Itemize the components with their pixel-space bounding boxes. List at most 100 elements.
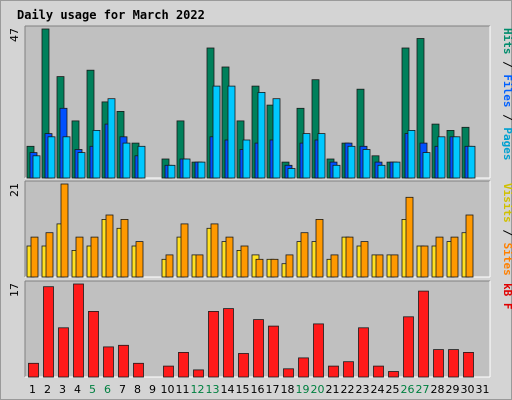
legend-separator: / (501, 223, 512, 243)
bar-sites-day-4 (75, 236, 84, 278)
legend-item: kB F (501, 283, 512, 310)
bar-sites-day-30 (465, 214, 474, 278)
x-tick-label-day-5: 5 (89, 383, 96, 396)
bar-pages-day-18 (287, 168, 296, 179)
bar-kb-f-day-6 (103, 346, 114, 378)
bar-sites-day-15 (240, 245, 249, 278)
x-tick-label-day-7: 7 (119, 383, 126, 396)
x-axis-labels: 1 2 3 4 5 6 7 8 9 10 11 12 13 14 15 16 17 18 19 20 21 22 23 24 2… (29, 383, 490, 396)
bar-kb-f-day-4 (73, 283, 84, 378)
panel-legend: kB F (501, 283, 512, 310)
x-tick-label-day-25: 25 (386, 383, 400, 396)
x-tick-label-day-1: 1 (29, 383, 36, 396)
bar-pages-day-17 (272, 98, 281, 179)
bar-kb-f-day-13 (208, 310, 219, 378)
bar-kb-f-day-7 (118, 344, 129, 378)
x-tick-label-day-16: 16 (251, 383, 265, 396)
bar-kb-f-day-3 (58, 327, 69, 378)
x-tick-label-day-9: 9 (149, 383, 156, 396)
bar-pages-day-24 (377, 164, 386, 179)
x-tick-label-day-20: 20 (311, 383, 325, 396)
bar-kb-f-day-18 (283, 368, 294, 378)
x-tick-label-day-18: 18 (281, 383, 295, 396)
bar-kb-f-day-15 (238, 353, 249, 378)
bar-pages-day-27 (422, 152, 431, 179)
bar-sites-day-16 (255, 258, 264, 278)
bar-sites-day-3 (60, 183, 69, 278)
bar-sites-day-10 (165, 254, 174, 278)
bar-sites-day-18 (285, 254, 294, 278)
x-tick-label-day-10: 10 (161, 383, 175, 396)
bar-sites-day-25 (390, 254, 399, 278)
bar-sites-day-24 (375, 254, 384, 278)
bar-pages-day-2 (47, 136, 56, 179)
bar-sites-day-22 (345, 236, 354, 278)
bar-kb-f-day-20 (313, 323, 324, 378)
bar-sites-day-7 (120, 218, 129, 278)
bar-kb-f-day-19 (298, 357, 309, 378)
x-tick-label-day-22: 22 (341, 383, 355, 396)
panel-max-label: 21 (8, 183, 21, 197)
bar-pages-day-15 (242, 139, 251, 179)
legend-separator: / (501, 108, 512, 128)
bar-pages-day-14 (227, 85, 236, 179)
x-tick-label-day-13: 13 (206, 383, 220, 396)
bar-sites-day-1 (30, 236, 39, 278)
bar-kb-f-day-29 (448, 349, 459, 378)
bar-pages-day-13 (212, 85, 221, 179)
x-tick-label-day-24: 24 (371, 383, 385, 396)
bar-pages-day-10 (167, 164, 176, 179)
x-tick-label-day-12: 12 (191, 383, 205, 396)
x-tick-label-day-31: 31 (476, 383, 490, 396)
bar-pages-day-30 (467, 145, 476, 179)
x-tick-label-day-8: 8 (134, 383, 141, 396)
bar-pages-day-7 (122, 142, 131, 179)
x-tick-label-day-15: 15 (236, 383, 250, 396)
bar-sites-day-8 (135, 241, 144, 278)
x-tick-label-day-27: 27 (416, 383, 430, 396)
bar-kb-f-day-23 (358, 327, 369, 378)
panel-2: 17 kB F (8, 280, 512, 378)
bar-kb-f-day-16 (253, 319, 264, 378)
x-tick-label-day-2: 2 (44, 383, 51, 396)
bar-pages-day-3 (62, 136, 71, 179)
x-tick-label-day-21: 21 (326, 383, 340, 396)
bar-kb-f-day-1 (28, 362, 39, 378)
bar-kb-f-day-21 (328, 365, 339, 378)
legend-item: Pages (501, 127, 512, 160)
legend-item: Files (501, 74, 512, 107)
bar-sites-day-12 (195, 254, 204, 278)
bar-kb-f-day-2 (43, 286, 54, 378)
bar-kb-f-day-10 (163, 365, 174, 378)
bar-pages-day-23 (362, 149, 371, 179)
bar-pages-day-1 (32, 155, 41, 179)
bar-sites-day-19 (300, 232, 309, 278)
bar-pages-day-11 (182, 158, 191, 179)
x-tick-label-day-29: 29 (446, 383, 460, 396)
bar-sites-day-28 (435, 236, 444, 278)
bar-pages-day-26 (407, 129, 416, 179)
bar-pages-day-4 (77, 152, 86, 179)
x-tick-label-day-6: 6 (104, 383, 111, 396)
panel-0: 47 Hits / Files / Pages (8, 25, 512, 179)
bar-sites-day-11 (180, 223, 189, 278)
bar-kb-f-day-5 (88, 310, 99, 378)
bar-pages-day-8 (137, 145, 146, 179)
bar-kb-f-day-30 (463, 351, 474, 378)
bar-sites-day-21 (330, 254, 339, 278)
x-tick-label-day-28: 28 (431, 383, 445, 396)
x-tick-label-day-14: 14 (221, 383, 235, 396)
bar-sites-day-13 (210, 223, 219, 278)
bar-pages-day-5 (92, 129, 101, 179)
chart-panels: 47 Hits / Files / Pages 21 Visits / Sites 17… (8, 25, 512, 378)
x-tick-label-day-30: 30 (461, 383, 475, 396)
bar-sites-day-29 (450, 236, 459, 278)
bar-pages-day-16 (257, 92, 266, 179)
bar-sites-day-6 (105, 214, 114, 278)
bar-sites-day-27 (420, 245, 429, 278)
bar-kb-f-day-26 (403, 316, 414, 378)
x-tick-label-day-4: 4 (74, 383, 81, 396)
panel-max-label: 47 (8, 28, 21, 42)
bar-pages-day-6 (107, 98, 116, 179)
